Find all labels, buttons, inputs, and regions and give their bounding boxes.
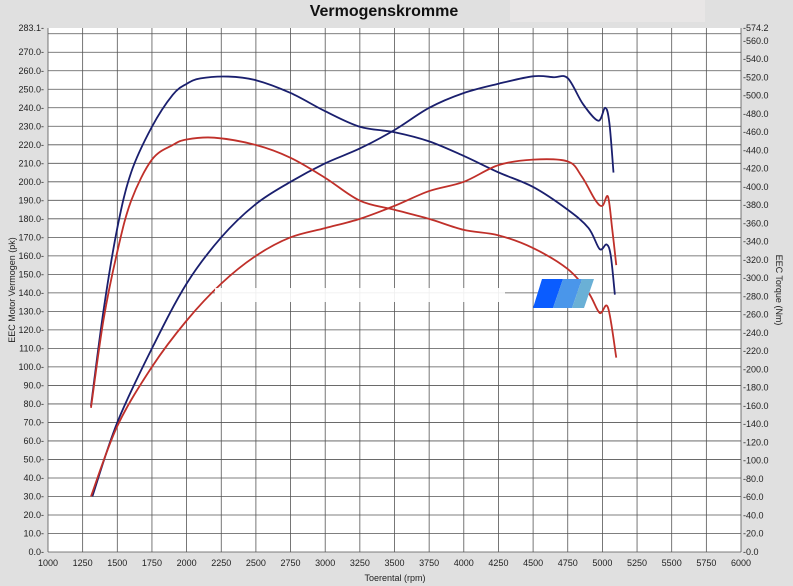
y-tick-label: 210.0- (18, 158, 44, 168)
y-axis-label: EEC Motor Vermogen (pk) (7, 237, 17, 343)
title-backdrop (510, 0, 705, 22)
x-tick-label: 3250 (350, 558, 370, 568)
y2-tick-label: -40.0 (743, 510, 764, 520)
y2-tick-label: -320.0 (743, 255, 769, 265)
x-tick-label: 6000 (731, 558, 751, 568)
x-tick-label: 1250 (73, 558, 93, 568)
x-tick-label: 3000 (315, 558, 335, 568)
y-tick-label: 190.0- (18, 195, 44, 205)
y-tick-label: 40.0- (23, 473, 44, 483)
y2-tick-label: -0.0 (743, 547, 759, 557)
y-tick-label: 10.0- (23, 528, 44, 538)
y-tick-label: 150.0- (18, 269, 44, 279)
y-tick-label: 20.0- (23, 510, 44, 520)
y-tick-label: 100.0- (18, 362, 44, 372)
y2-tick-label: -180.0 (743, 383, 769, 393)
y2-tick-label: -280.0 (743, 291, 769, 301)
y2-tick-label: -540.0 (743, 54, 769, 64)
x-tick-label: 2250 (211, 558, 231, 568)
y-tick-label: 180.0- (18, 214, 44, 224)
blue-torque-line (90, 75, 616, 407)
blue-power-line (91, 75, 615, 497)
axis-ticks: 1000 1250 1500 1750 2000 2250 2500 2750 3000 3250… (18, 23, 768, 568)
y2-tick-label: -220.0 (743, 346, 769, 356)
y-tick-label: 110.0- (19, 343, 44, 353)
y2-tick-label: -60.0 (743, 492, 764, 502)
y-tick-label: 70.0- (23, 417, 44, 427)
red-power-line (90, 158, 618, 497)
y2-tick-label: -100.0 (743, 456, 769, 466)
y2-tick-label: -500.0 (743, 91, 769, 101)
x-tick-label: 5750 (696, 558, 716, 568)
y2-tick-label: -300.0 (743, 273, 769, 283)
x-tick-label: 5500 (662, 558, 682, 568)
y-tick-label: 160.0- (18, 251, 44, 261)
y2-tick-label: -480.0 (743, 109, 769, 119)
x-tick-label: 2000 (177, 558, 197, 568)
watermark-logo (215, 279, 594, 308)
y-tick-label: 30.0- (23, 491, 44, 501)
y2-tick-label: -460.0 (743, 127, 769, 137)
y-tick-label: 200.0- (18, 177, 44, 187)
x-tick-label: 2500 (246, 558, 266, 568)
y2-tick-label: -400.0 (743, 182, 769, 192)
y2-axis-label: EEC Torque (Nm) (774, 255, 784, 326)
y2-tick-label: -560.0 (743, 36, 769, 46)
y-tick-label: 230.0- (18, 121, 44, 131)
y-tick-label: 60.0- (23, 436, 44, 446)
y-tick-label: 270.0- (18, 47, 44, 57)
y2-tick-label: -240.0 (743, 328, 769, 338)
x-tick-label: 4250 (488, 558, 508, 568)
x-tick-label: 4750 (558, 558, 578, 568)
y2-tick-label: -440.0 (743, 145, 769, 155)
y-tick-label: 170.0- (18, 232, 44, 242)
chart-title: Vermogenskromme (310, 3, 459, 20)
y-tick-label: 90.0- (23, 380, 44, 390)
y2-tick-label: -80.0 (743, 474, 764, 484)
y-tick-label: 50.0- (23, 454, 44, 464)
y2-tick-label: -160.0 (743, 401, 769, 411)
y2-tick-label: -20.0 (743, 529, 764, 539)
x-tick-label: 3750 (419, 558, 439, 568)
y-tick-label: 283.1- (18, 23, 44, 33)
y2-tick-label: -520.0 (743, 72, 769, 82)
y2-tick-label: -340.0 (743, 237, 769, 247)
x-tick-label: 4000 (454, 558, 474, 568)
y-tick-label: 80.0- (23, 399, 44, 409)
x-tick-label: 3500 (384, 558, 404, 568)
y2-tick-label: -200.0 (743, 364, 769, 374)
y2-tick-label: -120.0 (743, 437, 769, 447)
y-tick-label: 240.0- (18, 103, 44, 113)
y2-tick-label: -420.0 (743, 164, 769, 174)
y-tick-label: 140.0- (18, 288, 44, 298)
y2-tick-label: -260.0 (743, 310, 769, 320)
x-tick-label: 4500 (523, 558, 543, 568)
x-tick-label: 1000 (38, 558, 58, 568)
y-tick-label: 0.0- (28, 547, 44, 557)
y-tick-label: 260.0- (18, 66, 44, 76)
x-tick-label: 1500 (107, 558, 127, 568)
y2-tick-label: -380.0 (743, 200, 769, 210)
y-tick-label: 130.0- (18, 306, 44, 316)
y-tick-label: 220.0- (18, 140, 44, 150)
y-tick-label: 120.0- (18, 325, 44, 335)
x-tick-label: 1750 (142, 558, 162, 568)
y2-tick-label: -360.0 (743, 218, 769, 228)
y-tick-label: 250.0- (18, 84, 44, 94)
y2-tick-label: -140.0 (743, 419, 769, 429)
x-tick-label: 5000 (592, 558, 612, 568)
x-axis-label: Toerental (rpm) (364, 573, 425, 583)
x-tick-label: 2750 (281, 558, 301, 568)
x-tick-label: 5250 (627, 558, 647, 568)
y2-tick-label: -574.2 (743, 23, 769, 33)
